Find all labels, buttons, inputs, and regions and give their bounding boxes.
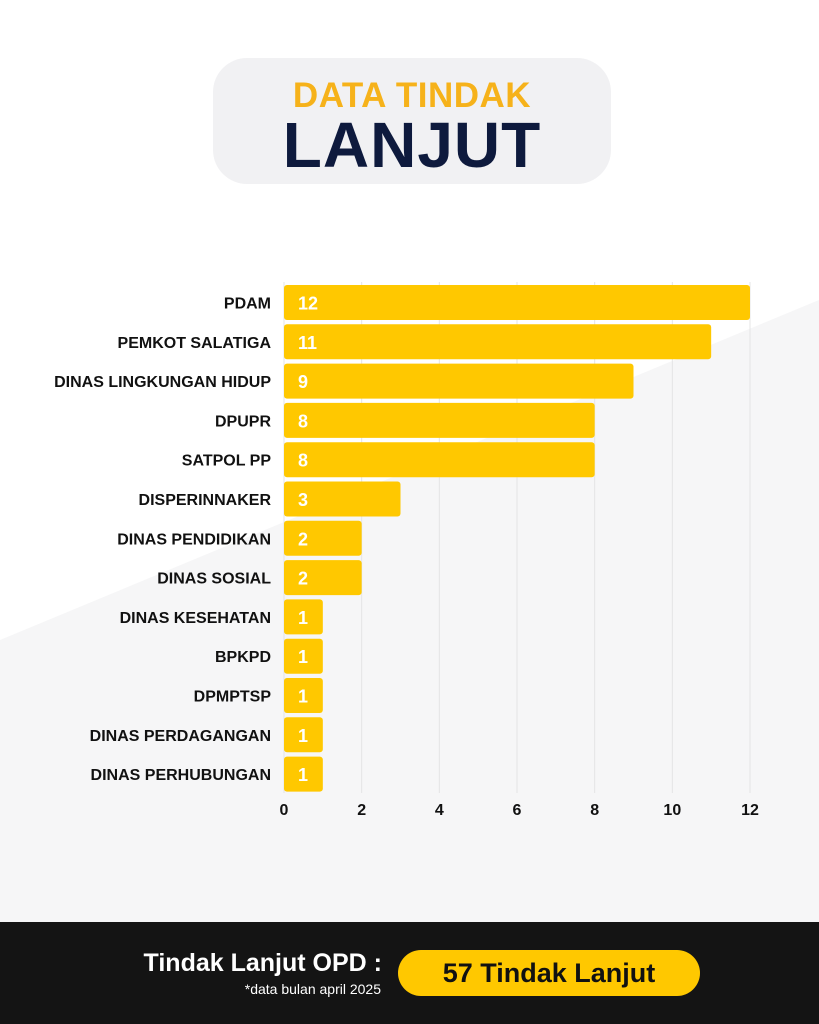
- category-label: DINAS LINGKUNGAN HIDUP: [54, 374, 271, 391]
- x-tick-label: 8: [590, 802, 599, 819]
- bar-value-label: 1: [298, 765, 308, 785]
- bar: [284, 481, 401, 517]
- x-tick-layer: 0 2 4 6 8 10 12: [280, 802, 759, 819]
- bar: [284, 756, 323, 792]
- x-tick-label: 6: [513, 802, 522, 819]
- bar-value-label: 11: [298, 333, 317, 353]
- category-label: PEMKOT SALATIGA: [118, 335, 272, 352]
- bar: [284, 442, 595, 478]
- category-label: DINAS PERHUBUNGAN: [91, 767, 271, 784]
- category-label: SATPOL PP: [182, 453, 272, 470]
- bar-value-label: 3: [298, 490, 308, 510]
- background-shape: [0, 0, 819, 922]
- category-label: DPMPTSP: [194, 689, 272, 706]
- bar: [284, 678, 323, 713]
- bar-value-label: 2: [298, 569, 308, 589]
- bar-value-label: 9: [298, 372, 308, 392]
- title-line-2: LANJUT: [282, 109, 542, 181]
- x-tick-label: 4: [435, 802, 444, 819]
- title-card: DATA TINDAK LANJUT: [213, 58, 611, 184]
- category-label: DISPERINNAKER: [139, 492, 272, 509]
- category-label: DINAS SOSIAL: [157, 571, 271, 588]
- bar-value-label: 1: [298, 726, 308, 746]
- bar: [284, 599, 323, 635]
- bar-value-label: 2: [298, 529, 308, 549]
- bar: [284, 402, 595, 438]
- x-tick-label: 2: [357, 802, 366, 819]
- bar: [284, 520, 362, 556]
- category-label-layer: PDAM PEMKOT SALATIGA DINAS LINGKUNGAN HIDU…: [54, 296, 271, 785]
- bar: [284, 324, 712, 360]
- category-label: DINAS PENDIDIKAN: [117, 531, 271, 548]
- bar-value-label: 1: [298, 647, 308, 667]
- bar-value-label: 8: [298, 451, 308, 471]
- bar: [284, 717, 323, 753]
- footer-bar: Tindak Lanjut OPD : *data bulan april 20…: [0, 922, 819, 1024]
- category-label: DPUPR: [215, 413, 271, 430]
- title-line-1: DATA TINDAK: [292, 76, 532, 115]
- bar: [284, 560, 362, 596]
- bar: [284, 363, 634, 399]
- total-badge: 57 Tindak Lanjut: [398, 950, 700, 996]
- bar-value-label: 8: [298, 411, 308, 431]
- x-tick-label: 10: [663, 802, 681, 819]
- bar-value-label: 1: [298, 687, 308, 707]
- footer-note: *data bulan april 2025: [244, 981, 381, 997]
- bar-value-label: 1: [298, 608, 308, 628]
- x-tick-label: 12: [741, 802, 759, 819]
- category-label: DINAS KESEHATAN: [120, 610, 271, 627]
- bar: [284, 638, 323, 674]
- footer-label: Tindak Lanjut OPD :: [143, 949, 382, 977]
- bar-value-label: 12: [298, 294, 318, 314]
- category-label: DINAS PERDAGANGAN: [90, 728, 271, 745]
- category-label: PDAM: [224, 296, 271, 313]
- category-label: BPKPD: [215, 649, 271, 666]
- x-tick-label: 0: [280, 802, 289, 819]
- bar: [284, 285, 750, 320]
